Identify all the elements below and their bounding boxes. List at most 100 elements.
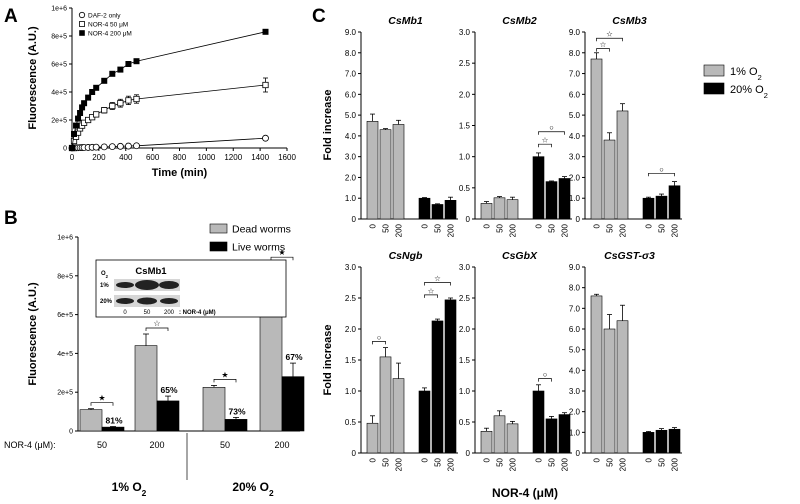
c-y-tick-label: 2.5: [345, 294, 357, 303]
b-significance-bracket: [213, 379, 237, 383]
c-x-tick-label: 50: [606, 457, 615, 466]
c-legend-swatch: [703, 82, 725, 95]
c-significance-bracket: [538, 378, 552, 382]
b-inset-row-label: 1%: [100, 283, 109, 289]
b-legend-swatch: [209, 241, 228, 252]
a-point-open-square: [109, 102, 116, 110]
b-y-tick-label: 6e+5: [57, 312, 73, 319]
c-y-axis-title: Fold increase: [322, 325, 334, 396]
b-percent-label: 65%: [160, 385, 177, 395]
c-bar: [545, 418, 558, 454]
c-x-tick-label: 200: [561, 223, 570, 237]
c-legend-label-subscript: 2: [758, 73, 762, 82]
b-percent-label: 67%: [285, 352, 302, 362]
c-y-tick-label: 3.0: [459, 28, 471, 37]
c-bar: [532, 156, 545, 220]
a-point-open-square: [125, 97, 132, 104]
c-bar: [616, 320, 629, 454]
a-point-filled-square: [79, 104, 86, 111]
c-x-tick-label: 200: [395, 457, 404, 471]
a-y-tick-label: 4e+5: [51, 90, 67, 97]
c-y-tick-label: 7.0: [569, 70, 581, 79]
c-bar: [532, 390, 545, 454]
a-point-open-square: [117, 100, 124, 107]
a-x-tick-label: 1000: [197, 153, 215, 162]
c-y-tick-label: 6.0: [345, 90, 357, 99]
a-y-axis-title: Fluorescence (A.U.): [27, 26, 39, 130]
c-significance-marker: ○: [659, 165, 664, 174]
c-x-tick-label: 200: [395, 223, 404, 237]
a-series-line: [71, 84, 266, 149]
c-legend-label-main: 20% O: [730, 84, 764, 96]
panel-letter-a: A: [4, 6, 18, 27]
c-y-tick-label: 1.0: [459, 387, 471, 396]
a-point-filled-square: [93, 84, 100, 91]
b-bar: [156, 400, 180, 432]
b-y-tick-label: 1e+6: [57, 235, 73, 242]
c-x-tick-label: 50: [496, 223, 505, 232]
a-point-filled-square: [125, 61, 132, 67]
b-legend-swatch: [209, 223, 228, 234]
b-inset-lane-label: 0: [123, 310, 127, 316]
c-significance-bracket: [424, 294, 438, 298]
a-y-tick-label: 1e+6: [51, 6, 67, 13]
a-point-filled-square: [73, 122, 80, 129]
a-point-filled-square: [75, 115, 82, 122]
c-y-tick-label: 0.5: [459, 418, 471, 427]
c-x-tick-label: 50: [434, 223, 443, 232]
c-significance-marker: ☆: [600, 40, 607, 49]
c-y-tick-label: 7.0: [569, 304, 581, 313]
a-point-filled-square: [133, 58, 140, 65]
a-point-circle: [108, 143, 116, 151]
c-bar: [392, 378, 405, 454]
b-x-tick-label: 200: [149, 440, 164, 450]
a-point-circle: [116, 142, 124, 150]
c-y-tick-label: 8.0: [345, 49, 357, 58]
a-point-filled-square: [117, 66, 124, 73]
a-x-tick-label: 0: [70, 153, 75, 162]
b-inset-o2-label: O2: [101, 271, 109, 279]
b-significance-marker: ★: [221, 370, 228, 379]
c-y-tick-label: 0.5: [459, 184, 471, 193]
c-y-tick-label: 4.0: [569, 366, 581, 375]
b-percent-label: 81%: [105, 416, 122, 426]
b-inset-o2-label-main: O: [101, 271, 106, 277]
a-x-tick-label: 400: [119, 153, 133, 162]
c-bar: [603, 139, 616, 220]
b-inset-title: CsMb1: [135, 266, 167, 277]
c-y-axis-title: Fold increase: [322, 90, 334, 161]
b-group-label-2-main: 20% O: [232, 480, 269, 494]
c-bar: [379, 356, 392, 454]
b-significance-bracket: [145, 327, 169, 331]
b-group-label-1-subscript: 2: [142, 488, 147, 498]
c-significance-marker: ○: [543, 370, 548, 379]
c-bar: [418, 197, 431, 220]
c-y-tick-label: 0: [576, 449, 581, 458]
c-bar: [431, 320, 444, 454]
c-bar: [493, 415, 506, 454]
c-y-tick-label: 5.0: [569, 111, 581, 120]
a-point-circle: [125, 142, 132, 150]
c-y-tick-label: 9.0: [569, 263, 581, 272]
c-x-axis-title: NOR-4 (μM): [492, 486, 558, 500]
b-x-tick-label: 50: [220, 440, 230, 450]
c-significance-bracket: [424, 282, 451, 286]
c-significance-bracket: [596, 37, 623, 42]
b-blot-band: [137, 297, 157, 305]
b-blot-band: [160, 298, 178, 304]
c-x-tick-label: 0: [645, 223, 654, 228]
panel-a-line-chart: 0 2e+5 4e+5 6e+5 8e+5 1e+6 0 200 400 600 800 1000 12…: [27, 6, 296, 180]
c-y-tick-label: 0: [466, 449, 471, 458]
c-y-tick-label: 7.0: [345, 70, 357, 79]
c-x-tick-label: 50: [382, 457, 391, 466]
a-legend-marker: [79, 30, 85, 36]
c-y-tick-label: 3.0: [459, 263, 471, 272]
c-y-tick-label: 2.0: [345, 173, 357, 182]
b-bar: [101, 426, 125, 432]
c-x-tick-label: 0: [483, 457, 492, 462]
c-bar: [616, 110, 629, 220]
c-x-tick-label: 50: [606, 223, 615, 232]
a-point-circle: [262, 134, 269, 142]
c-significance-marker: ☆: [542, 136, 549, 145]
c-x-tick-label: 50: [548, 457, 557, 466]
